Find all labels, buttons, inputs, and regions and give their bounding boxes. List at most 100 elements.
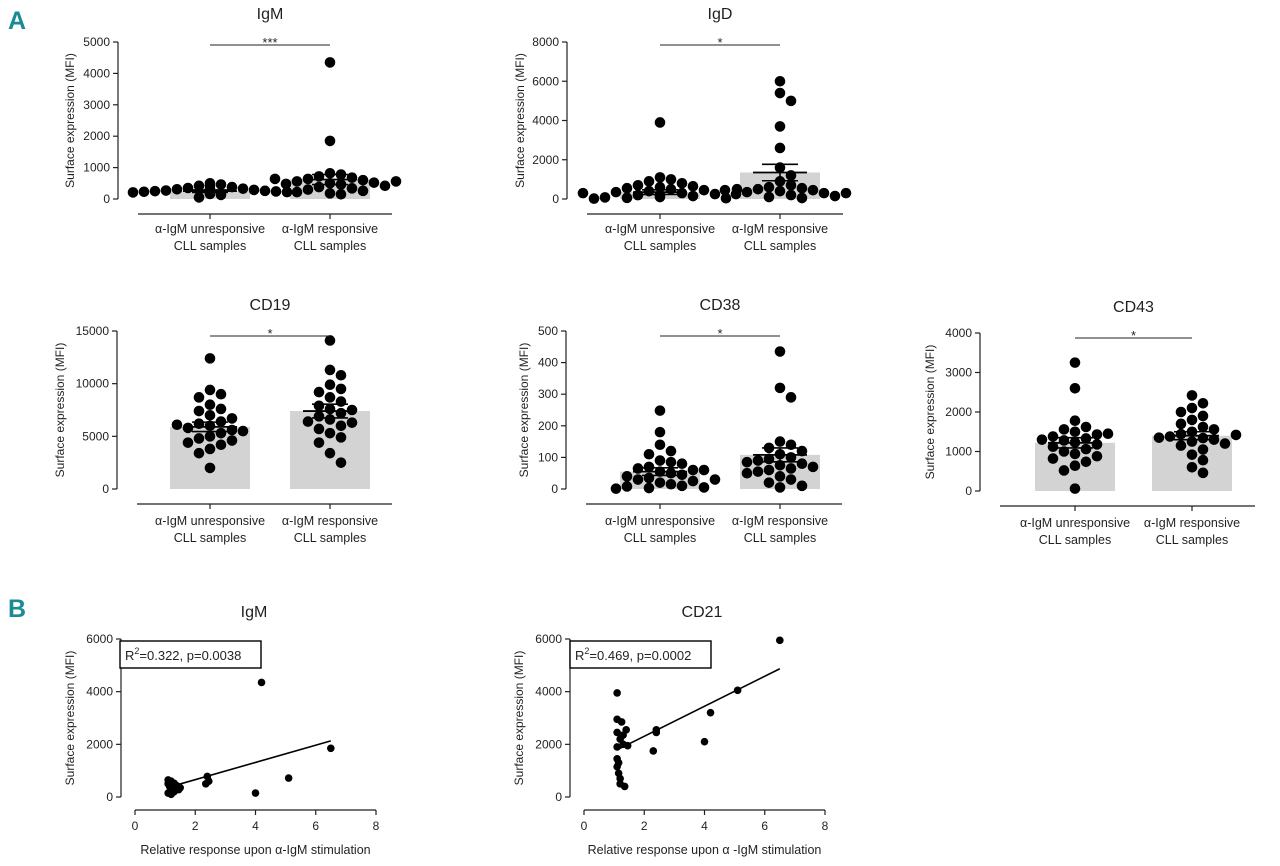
data-point	[643, 472, 655, 484]
data-point	[284, 774, 293, 782]
data-point	[719, 184, 731, 196]
panel-label-b: B	[8, 595, 26, 623]
data-point	[1197, 421, 1209, 433]
data-point	[752, 466, 764, 477]
data-point	[346, 404, 358, 416]
data-point	[643, 448, 655, 460]
data-point	[1069, 460, 1081, 472]
regression-line	[619, 668, 781, 749]
data-point	[149, 185, 161, 197]
y-tick-label: 2000	[86, 737, 113, 751]
data-point	[763, 191, 775, 203]
category-label: α-IgM unresponsive	[605, 222, 715, 236]
data-point	[281, 186, 293, 198]
data-point	[1091, 439, 1103, 450]
data-point	[237, 425, 249, 437]
y-tick-label: 200	[538, 419, 558, 433]
y-axis-label: Surface expression (MFI)	[53, 343, 67, 478]
data-point	[621, 481, 633, 492]
data-point	[327, 744, 335, 753]
data-point	[752, 455, 764, 466]
chart-title: IgD	[708, 6, 733, 23]
x-tick-label: 2	[192, 819, 199, 833]
data-point	[621, 182, 633, 194]
y-tick-label: 0	[965, 484, 972, 498]
data-point	[171, 419, 183, 431]
data-point	[709, 188, 721, 200]
data-point	[291, 176, 303, 187]
y-tick-label: 0	[103, 192, 110, 206]
category-label: α-IgM responsive	[732, 222, 828, 236]
data-point	[623, 741, 632, 750]
data-point	[1186, 402, 1198, 414]
data-point	[335, 407, 347, 419]
data-point	[774, 121, 786, 132]
data-point	[687, 475, 699, 487]
data-point	[1080, 443, 1092, 455]
data-point	[324, 335, 336, 346]
y-tick-label: 4000	[532, 114, 559, 128]
category-label: CLL samples	[624, 239, 697, 253]
data-point	[324, 135, 336, 147]
panel-label-a: A	[8, 7, 26, 35]
data-point	[313, 400, 325, 412]
y-tick-label: 2000	[532, 153, 559, 167]
data-point	[649, 747, 658, 755]
data-point	[335, 432, 347, 443]
y-tick-label: 10000	[76, 377, 110, 391]
data-point	[1186, 390, 1198, 401]
y-tick-label: 2000	[945, 405, 972, 419]
data-point	[774, 460, 786, 471]
category-label: α-IgM responsive	[732, 514, 828, 528]
category-label: CLL samples	[1039, 533, 1112, 547]
data-point	[193, 447, 205, 459]
data-point	[599, 192, 611, 203]
stat-box	[569, 640, 712, 669]
data-point	[368, 177, 380, 188]
data-point	[706, 708, 715, 717]
data-point	[193, 392, 205, 403]
data-point	[291, 186, 303, 198]
significance-label: *	[717, 35, 722, 50]
data-point	[665, 174, 677, 185]
data-point	[665, 456, 677, 468]
data-point	[620, 782, 629, 791]
data-point	[204, 353, 216, 364]
data-point	[687, 180, 699, 192]
data-point	[259, 185, 271, 197]
data-point	[1091, 450, 1103, 462]
data-point	[269, 173, 281, 185]
data-point	[182, 437, 194, 448]
significance-label: *	[717, 326, 722, 341]
data-point	[632, 179, 644, 191]
y-axis-label: Surface expression (MFI)	[63, 651, 77, 786]
stat-r-label: R	[575, 648, 584, 663]
data-point	[840, 187, 852, 199]
data-point	[324, 57, 336, 68]
data-point	[204, 180, 216, 192]
data-point	[335, 369, 347, 381]
data-point	[796, 192, 808, 204]
data-point	[613, 689, 621, 697]
data-point	[1230, 429, 1242, 441]
data-point	[335, 457, 347, 468]
data-point	[1175, 418, 1187, 430]
data-point	[774, 436, 786, 447]
data-point	[1208, 434, 1220, 445]
data-point	[654, 117, 666, 128]
data-point	[622, 726, 630, 734]
y-tick-label: 6000	[535, 632, 562, 646]
data-point	[193, 180, 205, 192]
data-point	[1102, 428, 1114, 440]
y-tick-label: 4000	[945, 326, 972, 340]
y-tick-label: 6000	[86, 632, 113, 646]
data-point	[226, 435, 238, 446]
data-point	[654, 477, 666, 488]
category-label: α-IgM unresponsive	[1020, 516, 1130, 530]
category-label: α-IgM responsive	[1144, 516, 1240, 530]
data-point	[182, 422, 194, 434]
data-point	[1047, 431, 1059, 442]
bar-chart-igm: IgM Surface expression (MFI) 0 1000 2000 3000…	[63, 6, 402, 253]
category-label: CLL samples	[624, 531, 697, 545]
y-tick-label: 15000	[76, 324, 110, 338]
